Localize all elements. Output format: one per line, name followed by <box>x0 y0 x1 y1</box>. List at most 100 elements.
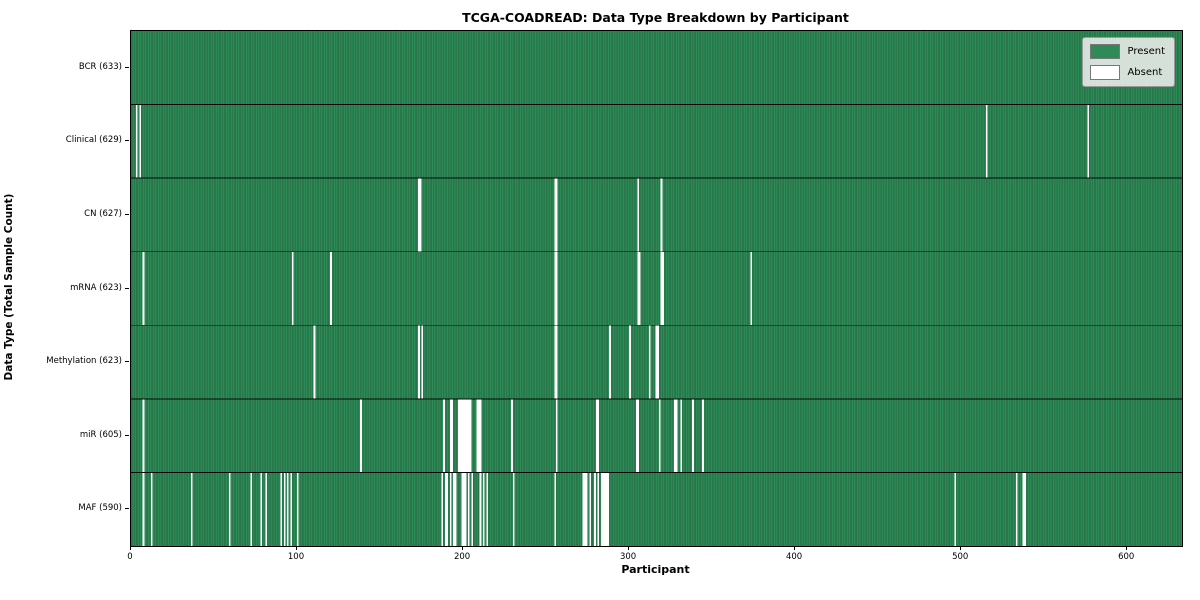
absent-mark <box>283 472 286 546</box>
absent-mark <box>139 104 141 179</box>
absent-mark <box>441 472 444 546</box>
absent-mark <box>635 398 638 473</box>
row-CN <box>131 178 1182 252</box>
absent-mark <box>250 472 253 546</box>
absent-mark <box>486 472 488 546</box>
absent-mark <box>662 251 664 326</box>
x-tick-label: 100 <box>287 552 305 562</box>
y-tick-mark <box>125 66 129 68</box>
legend-label-absent: Absent <box>1127 67 1163 78</box>
y-tick-mark <box>125 287 129 289</box>
absent-mark <box>702 398 704 473</box>
row-MAF <box>131 472 1182 546</box>
absent-mark <box>461 472 464 546</box>
absent-mark <box>554 325 557 399</box>
absent-mark <box>556 178 558 252</box>
absent-mark <box>607 472 610 546</box>
absent-mark <box>360 398 362 473</box>
absent-mark <box>280 472 283 546</box>
legend-label-present: Present <box>1127 46 1165 57</box>
heatmap-svg <box>131 31 1182 546</box>
y-tick-label: mRNA (623) <box>70 282 122 293</box>
absent-mark <box>466 398 469 473</box>
absent-swatch-icon <box>1090 65 1121 80</box>
absent-mark <box>629 325 631 399</box>
absent-mark <box>602 472 605 546</box>
absent-mark <box>637 251 640 326</box>
y-tick-mark <box>125 361 129 363</box>
absent-mark <box>1087 104 1090 179</box>
absent-mark <box>1024 472 1026 546</box>
y-tick-mark <box>125 213 129 215</box>
absent-mark <box>692 398 694 473</box>
absent-mark <box>454 472 457 546</box>
absent-mark <box>637 178 640 252</box>
row-miR <box>131 398 1182 473</box>
y-tick-mark <box>125 508 129 510</box>
absent-mark <box>461 398 464 473</box>
absent-mark <box>468 472 470 546</box>
absent-mark <box>660 251 663 326</box>
absent-mark <box>449 398 452 473</box>
absent-mark <box>554 251 557 326</box>
absent-mark <box>297 472 299 546</box>
absent-mark <box>554 178 557 252</box>
absent-mark <box>142 472 145 546</box>
absent-mark <box>478 398 480 473</box>
absent-mark <box>449 472 452 546</box>
absent-mark <box>554 472 557 546</box>
absent-mark <box>604 472 606 546</box>
x-tick-label: 500 <box>952 552 969 562</box>
absent-mark <box>584 472 586 546</box>
x-tick-mark <box>130 546 131 550</box>
absent-mark <box>655 325 658 399</box>
absent-mark <box>142 251 145 326</box>
absent-mark <box>585 472 588 546</box>
chart-title: TCGA-COADREAD: Data Type Breakdown by Pa… <box>462 10 849 25</box>
absent-mark <box>511 398 513 473</box>
absent-mark <box>287 472 289 546</box>
absent-mark <box>451 398 454 473</box>
absent-mark <box>639 251 641 326</box>
absent-mark <box>750 251 752 326</box>
row-BCR <box>131 31 1182 105</box>
absent-mark <box>453 472 455 546</box>
x-tick-label: 300 <box>619 552 637 562</box>
absent-mark <box>482 472 485 546</box>
absent-mark <box>469 398 472 473</box>
y-tick-label: miR (605) <box>79 429 122 440</box>
absent-mark <box>418 325 420 399</box>
absent-mark <box>471 472 474 546</box>
x-tick-label: 600 <box>1118 552 1135 562</box>
absent-mark <box>597 398 600 473</box>
x-tick-mark <box>960 546 962 550</box>
absent-mark <box>680 398 683 473</box>
x-tick-mark <box>794 546 796 550</box>
absent-mark <box>265 472 268 546</box>
absent-mark <box>313 325 316 399</box>
absent-mark <box>190 472 193 546</box>
absent-mark <box>556 398 558 473</box>
absent-mark <box>463 472 465 546</box>
absent-mark <box>443 398 445 473</box>
present-swatch-icon <box>1090 44 1121 59</box>
absent-mark <box>446 472 449 546</box>
absent-mark <box>600 472 603 546</box>
absent-mark <box>228 472 231 546</box>
y-tick-label: BCR (633) <box>78 61 122 72</box>
absent-mark <box>150 472 153 546</box>
absent-mark <box>292 251 294 326</box>
x-tick-mark <box>628 546 630 550</box>
absent-mark <box>290 472 293 546</box>
absent-mark <box>463 398 465 473</box>
row-mRNA <box>131 251 1182 326</box>
y-tick-label: CN (627) <box>84 208 122 219</box>
absent-mark <box>476 398 479 473</box>
absent-mark <box>657 325 659 399</box>
x-tick-label: 0 <box>127 552 133 562</box>
absent-mark <box>479 398 482 473</box>
absent-mark <box>649 325 651 399</box>
legend-entry-absent: Absent <box>1090 65 1165 80</box>
absent-mark <box>512 472 515 546</box>
